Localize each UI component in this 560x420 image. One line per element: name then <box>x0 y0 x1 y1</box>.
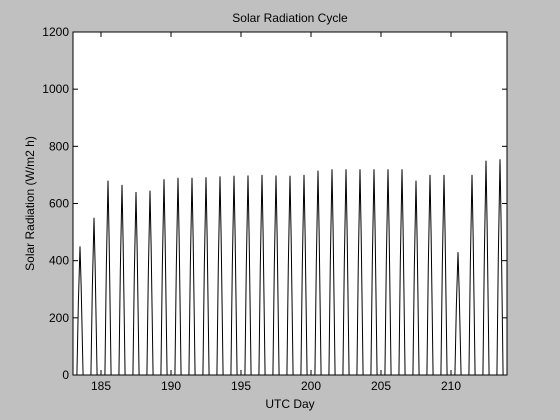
plot-area <box>73 32 507 375</box>
y-axis: 0 200 400 600 800 1000 1200 <box>42 25 507 382</box>
day-peak <box>272 175 280 376</box>
day-peak <box>286 175 294 376</box>
day-peak <box>314 170 322 376</box>
x-tick-label: 195 <box>231 379 251 393</box>
y-tick-label: 400 <box>49 254 69 268</box>
day-peak <box>454 252 462 376</box>
day-peak <box>90 217 98 376</box>
x-axis-label: UTC Day <box>265 397 314 411</box>
day-peak <box>188 177 196 376</box>
day-peak <box>146 190 154 376</box>
day-peak <box>300 174 308 376</box>
y-tick-label: 1000 <box>42 82 69 96</box>
x-tick-label: 200 <box>301 379 321 393</box>
day-peak <box>440 174 448 376</box>
y-tick-label: 800 <box>49 139 69 153</box>
x-tick-label: 185 <box>91 379 111 393</box>
day-peak <box>426 174 434 376</box>
day-peak <box>160 179 168 376</box>
day-peak <box>412 180 420 376</box>
day-peak <box>132 192 140 376</box>
x-tick-label: 210 <box>441 379 461 393</box>
x-axis: 185 190 195 200 205 210 <box>91 32 461 393</box>
day-peak <box>118 184 126 376</box>
day-peak <box>384 169 392 376</box>
x-tick-label: 190 <box>161 379 181 393</box>
radiation-series <box>76 159 504 376</box>
day-peak <box>370 169 378 376</box>
day-peak <box>468 174 476 376</box>
day-peak <box>76 246 84 376</box>
day-peak <box>356 169 364 376</box>
day-peak <box>482 160 490 376</box>
x-tick-label: 205 <box>371 379 391 393</box>
y-tick-label: 0 <box>62 368 69 382</box>
day-peak <box>342 169 350 376</box>
day-peak <box>496 159 504 376</box>
day-peak <box>244 175 252 376</box>
day-peak <box>258 174 266 376</box>
y-tick-label: 600 <box>49 197 69 211</box>
day-peak <box>216 176 224 376</box>
day-peak <box>230 175 238 376</box>
day-peak <box>398 169 406 376</box>
day-peak <box>104 180 112 376</box>
day-peak <box>328 169 336 376</box>
chart-title: Solar Radiation Cycle <box>232 11 348 25</box>
y-axis-label: Solar Radiation (W/m2 h) <box>23 136 37 271</box>
y-tick-label: 1200 <box>42 25 69 39</box>
day-peak <box>174 177 182 376</box>
day-peak <box>202 177 210 376</box>
y-tick-label: 200 <box>49 311 69 325</box>
